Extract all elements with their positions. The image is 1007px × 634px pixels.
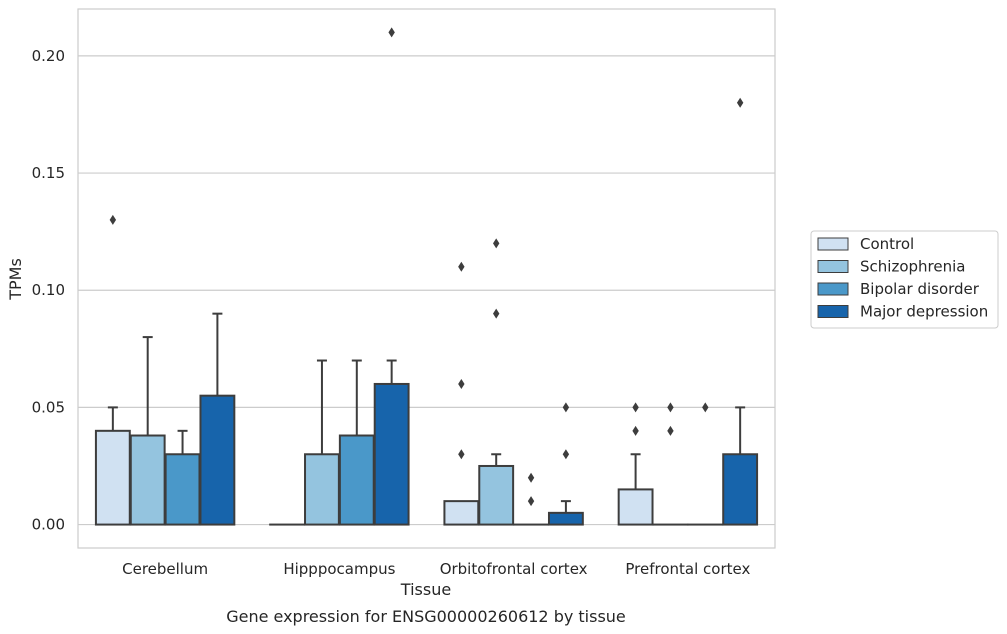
outlier-point: [388, 27, 395, 38]
bar-control-cerebellum: [94, 429, 131, 526]
bars: [94, 382, 759, 526]
legend-swatch-major-depression: [817, 305, 849, 318]
bar-major-depression-orbitofrontal-cortex: [547, 511, 584, 526]
x-axis-label: Tissue: [400, 580, 451, 599]
outlier-point: [667, 402, 674, 413]
legend-box: [810, 230, 999, 329]
legend-swatch-bipolar-disorder: [817, 282, 849, 296]
legend-label-control: Control: [860, 235, 914, 253]
bar-control-orbitofrontal-cortex: [443, 500, 480, 526]
outlier-point: [458, 261, 465, 272]
x-tick-label: Prefrontal cortex: [625, 560, 750, 578]
outlier-point: [562, 402, 570, 413]
bar-major-depression-cerebellum: [199, 394, 236, 526]
bar-control-prefrontal-cortex: [617, 488, 654, 526]
bar-schizophrenia-hipppocampus: [304, 453, 340, 526]
outlier-point: [109, 214, 117, 225]
bar-major-depression-hipppocampus: [373, 382, 410, 526]
outlier-point: [562, 449, 570, 460]
y-axis-label: TPMs: [6, 258, 25, 301]
bar-major-depression-prefrontal-cortex: [722, 453, 759, 526]
x-tick-labels: Cerebellum Hipppocampus Orbitofrontal cort…: [122, 560, 750, 578]
error-bars: [107, 312, 746, 513]
legend-label-schizophrenia: Schizophrenia: [860, 258, 965, 276]
outlier-point: [527, 472, 535, 483]
outlier-point: [458, 449, 465, 460]
plot-frame: [77, 8, 776, 549]
legend-label-major-depression: Major depression: [860, 303, 988, 321]
outlier-point: [493, 238, 500, 249]
bar-schizophrenia-cerebellum: [129, 434, 166, 526]
legend-swatch-control: [817, 237, 849, 251]
y-tick-label: 0.00: [32, 516, 65, 534]
x-tick-label: Hipppocampus: [283, 560, 395, 578]
x-tick-label: Cerebellum: [122, 560, 208, 578]
outlier-point: [632, 402, 639, 413]
y-tick-labels: 0.00 0.05 0.10 0.15 0.20: [32, 47, 65, 534]
legend: Control Schizophrenia Bipolar disorder Majo…: [810, 230, 999, 329]
y-tick-label: 0.10: [32, 281, 65, 299]
y-tick-label: 0.05: [32, 398, 65, 416]
y-tick-label: 0.15: [32, 164, 65, 182]
outlier-point: [493, 308, 500, 319]
outlier-point: [667, 425, 674, 436]
outliers: [109, 27, 744, 507]
outlier-point: [736, 97, 744, 108]
outlier-point: [632, 425, 639, 436]
y-tick-label: 0.20: [32, 47, 65, 65]
bar-bipolar-disorder-cerebellum: [164, 453, 201, 526]
bar-schizophrenia-orbitofrontal-cortex: [478, 464, 515, 526]
outlier-point: [702, 402, 709, 413]
bar-bipolar-disorder-hipppocampus: [338, 434, 375, 526]
outlier-point: [458, 378, 465, 389]
x-tick-label: Orbitofrontal cortex: [440, 560, 588, 578]
chart-caption: Gene expression for ENSG00000260612 by t…: [226, 607, 626, 626]
legend-label-bipolar-disorder: Bipolar disorder: [860, 280, 980, 298]
legend-swatch-schizophrenia: [817, 260, 849, 273]
outlier-point: [527, 496, 535, 507]
